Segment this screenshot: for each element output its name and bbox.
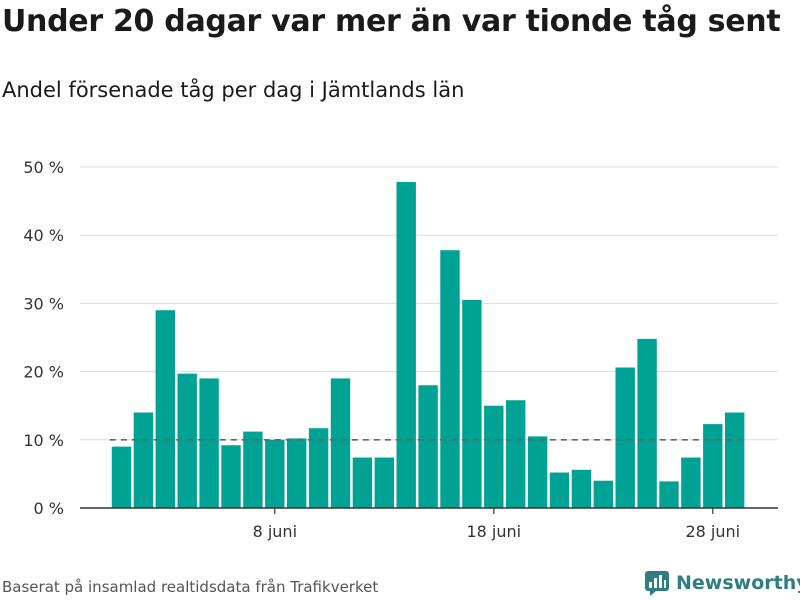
chart-title: Under 20 dagar var mer än var tionde tåg… — [2, 4, 781, 39]
bar — [265, 439, 285, 508]
y-tick-label: 20 % — [23, 363, 64, 382]
x-tick-label: 28 juni — [685, 522, 740, 541]
bar — [506, 400, 526, 508]
bar — [155, 310, 175, 508]
bar — [681, 457, 701, 508]
bar — [308, 428, 329, 508]
bar — [615, 367, 635, 508]
x-tick-label: 8 juni — [253, 522, 297, 541]
bar — [549, 472, 570, 508]
bar — [330, 378, 351, 508]
y-tick-label: 10 % — [23, 431, 64, 450]
bar — [725, 412, 745, 508]
y-tick-label: 50 % — [23, 158, 64, 177]
bar — [243, 431, 263, 508]
bar — [374, 457, 394, 508]
source-note: Baserat på insamlad realtidsdata från Tr… — [2, 578, 379, 596]
bar — [571, 469, 592, 508]
bar — [133, 412, 154, 508]
axes: 0 % 10 % 20 % 30 % 40 % 50 % 8 juni 18 juni 28 j… — [23, 158, 778, 541]
brand-logo[interactable]: Newsworthy — [644, 568, 800, 598]
bar — [527, 436, 548, 508]
bar — [637, 338, 657, 508]
bar — [484, 405, 504, 508]
bar — [352, 457, 373, 508]
x-tick-label: 18 juni — [466, 522, 521, 541]
bar — [418, 385, 438, 508]
bar — [221, 445, 241, 508]
newsworthy-logo-icon — [645, 571, 669, 596]
y-tick-label: 30 % — [23, 294, 64, 313]
bar — [199, 378, 219, 508]
brand-name: Newsworthy — [676, 572, 800, 594]
bar — [659, 481, 679, 508]
bar — [177, 373, 197, 508]
bar — [462, 299, 482, 508]
bar — [396, 182, 416, 508]
bars — [111, 182, 745, 509]
y-tick-label: 0 % — [34, 499, 64, 518]
bar — [440, 250, 460, 509]
bar — [593, 480, 613, 508]
chart-subtitle: Andel försenade tåg per dag i Jämtlands … — [2, 78, 465, 102]
bar — [111, 446, 132, 508]
bar — [287, 438, 307, 508]
y-tick-label: 40 % — [23, 226, 64, 245]
bar — [703, 424, 723, 508]
